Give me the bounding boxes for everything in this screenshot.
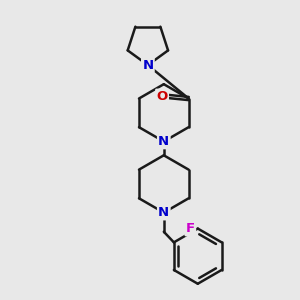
Text: N: N bbox=[158, 135, 169, 148]
Text: N: N bbox=[142, 58, 153, 72]
Text: F: F bbox=[186, 222, 195, 235]
Text: O: O bbox=[157, 90, 168, 103]
Text: N: N bbox=[158, 206, 169, 219]
